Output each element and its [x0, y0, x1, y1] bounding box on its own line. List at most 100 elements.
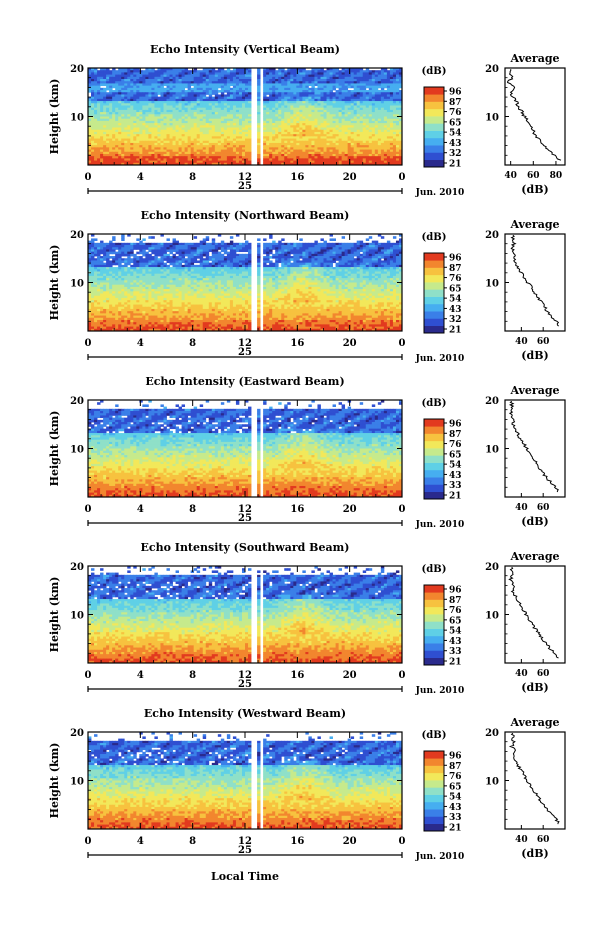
heatmap-cell: [333, 238, 336, 241]
heatmap-cell: [185, 79, 188, 82]
heatmap-cell: [320, 79, 323, 82]
heatmap-cell: [384, 86, 387, 89]
heatmap-cell: [275, 94, 278, 97]
heatmap-cell: [281, 112, 284, 115]
heatmap-cell: [308, 88, 311, 91]
panel-title: Echo Intensity (Northward Beam): [141, 209, 350, 222]
heatmap-cell: [100, 103, 103, 106]
heatmap-cell: [215, 119, 218, 122]
heatmap-cell: [366, 94, 369, 97]
heatmap-cell: [218, 247, 221, 250]
heatmap-cell: [345, 103, 348, 106]
heatmap-cell: [142, 79, 145, 82]
heatmap-cell: [179, 88, 182, 91]
heatmap-cell: [357, 112, 360, 115]
heatmap-cell: [157, 70, 160, 73]
heatmap-cell: [311, 94, 314, 97]
profile-frame: [505, 68, 565, 165]
day-label: 25: [238, 181, 252, 192]
heatmap-cell: [263, 103, 266, 106]
heatmap-cell: [97, 112, 100, 115]
heatmap-cell: [106, 103, 109, 106]
heatmap-cell: [345, 70, 348, 73]
heatmap-cell: [215, 112, 218, 115]
heatmap-cell: [278, 119, 281, 122]
colorbar-tick-label: 76: [449, 108, 462, 118]
heatmap-cell: [112, 238, 115, 241]
heatmap-cell: [284, 103, 287, 106]
heatmap-cell: [109, 88, 112, 91]
heatmap-cell: [366, 86, 369, 89]
heatmap-cell: [230, 94, 233, 97]
heatmap-cell: [245, 70, 248, 73]
heatmap-cell: [197, 88, 200, 91]
heatmap-cell: [393, 70, 396, 73]
heatmap-cell: [269, 79, 272, 82]
heatmap-cell: [227, 79, 230, 82]
heatmap-cell: [94, 88, 97, 91]
heatmap-cell: [148, 119, 151, 122]
heatmap-cell: [354, 70, 357, 73]
heatmap-cell: [194, 79, 197, 82]
colorbar-tick-label: 43: [449, 139, 462, 149]
heatmap-cell: [194, 112, 197, 115]
heatmap-cell: [179, 94, 182, 97]
heatmap-cell: [212, 70, 215, 73]
heatmap-cell: [94, 79, 97, 82]
heatmap-cell: [157, 92, 160, 95]
heatmap-cell: [203, 94, 206, 97]
heatmap-cell: [257, 94, 260, 97]
heatmap-cell: [127, 79, 130, 82]
heatmap-cell: [218, 103, 221, 106]
heatmap-cell: [109, 103, 112, 106]
heatmap-cell: [290, 119, 293, 122]
heatmap-cell: [115, 79, 118, 82]
heatmap-cell: [112, 119, 115, 122]
heatmap-cell: [390, 88, 393, 91]
heatmap-cell: [218, 119, 221, 122]
heatmap-cell: [330, 112, 333, 115]
heatmap-cell: [100, 252, 103, 255]
heatmap-cell: [293, 70, 296, 73]
heatmap-cell: [242, 112, 245, 115]
heatmap-cell: [384, 94, 387, 97]
heatmap-cell: [354, 112, 357, 115]
heatmap-cell: [185, 70, 188, 73]
heatmap-cell: [142, 112, 145, 115]
heatmap-cell: [91, 112, 94, 115]
heatmap-cell: [381, 103, 384, 106]
heatmap-cell: [384, 103, 387, 106]
heatmap-cell: [317, 79, 320, 82]
heatmap-cell: [218, 86, 221, 89]
heatmap-cell: [230, 112, 233, 115]
heatmap-cell: [233, 103, 236, 106]
heatmap-cell: [151, 112, 154, 115]
heatmap-cell: [91, 119, 94, 122]
heatmap-cell: [299, 103, 302, 106]
heatmap-cell: [314, 119, 317, 122]
heatmap-cell: [366, 79, 369, 82]
heatmap-cell: [327, 94, 330, 97]
heatmap-cell: [257, 112, 260, 115]
heatmap-cell: [106, 112, 109, 115]
heatmap-cell: [311, 88, 314, 91]
heatmap-cell: [142, 238, 145, 241]
colorbar-swatch: [424, 109, 444, 117]
heatmap-cell: [272, 79, 275, 82]
heatmap-cell: [206, 79, 209, 82]
heatmap-cell: [203, 88, 206, 91]
heatmap-cell: [327, 103, 330, 106]
heatmap-cell: [127, 103, 130, 106]
heatmap-cell: [194, 236, 197, 239]
colorbar-swatch: [424, 116, 444, 124]
heatmap-cell: [167, 112, 170, 115]
heatmap-cell: [317, 88, 320, 91]
heatmap-cell: [393, 119, 396, 122]
heatmap-cell: [369, 70, 372, 73]
heatmap-cell: [106, 70, 109, 73]
heatmap-cell: [390, 70, 393, 73]
heatmap-cell: [206, 70, 209, 73]
heatmap-cell: [118, 70, 121, 73]
heatmap-cell: [185, 103, 188, 106]
heatmap-cell: [209, 70, 212, 73]
